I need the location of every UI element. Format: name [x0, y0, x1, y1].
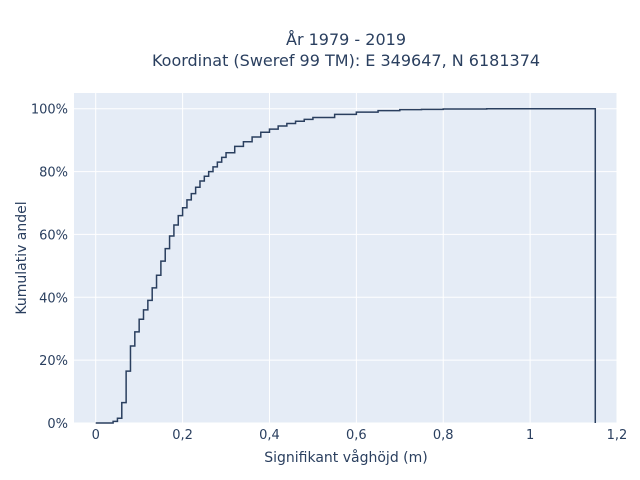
y-tick-label: 80% — [39, 166, 68, 181]
axis-ticks: 0 0,2 0,4 0,6 0,8 1 1,2 0% 20% 40% 60% 80% 100% — [31, 103, 628, 443]
x-tick-label: 1,2 — [607, 428, 628, 443]
ecdf-step-line — [95, 107, 597, 424]
x-tick-label: 1 — [526, 428, 534, 443]
y-tick-label: 40% — [39, 291, 68, 306]
x-tick-label: 0,2 — [172, 428, 193, 443]
y-tick-label: 60% — [39, 228, 68, 243]
x-axis-title: Signifikant våghöjd (m) — [264, 449, 427, 466]
chart-title-line-1: År 1979 - 2019 — [286, 30, 406, 49]
y-tick-label: 0% — [47, 417, 68, 432]
chart-title-line-2: Koordinat (Sweref 99 TM): E 349647, N 61… — [152, 51, 540, 70]
y-tick-label: 20% — [39, 354, 68, 369]
x-tick-label: 0 — [92, 428, 100, 443]
x-tick-label: 0,4 — [259, 428, 280, 443]
plot-area — [74, 93, 617, 423]
y-axis-title: Kumulativ andel — [14, 201, 30, 314]
x-tick-label: 0,8 — [433, 428, 454, 443]
y-tick-label: 100% — [31, 103, 68, 118]
x-tick-label: 0,6 — [346, 428, 367, 443]
